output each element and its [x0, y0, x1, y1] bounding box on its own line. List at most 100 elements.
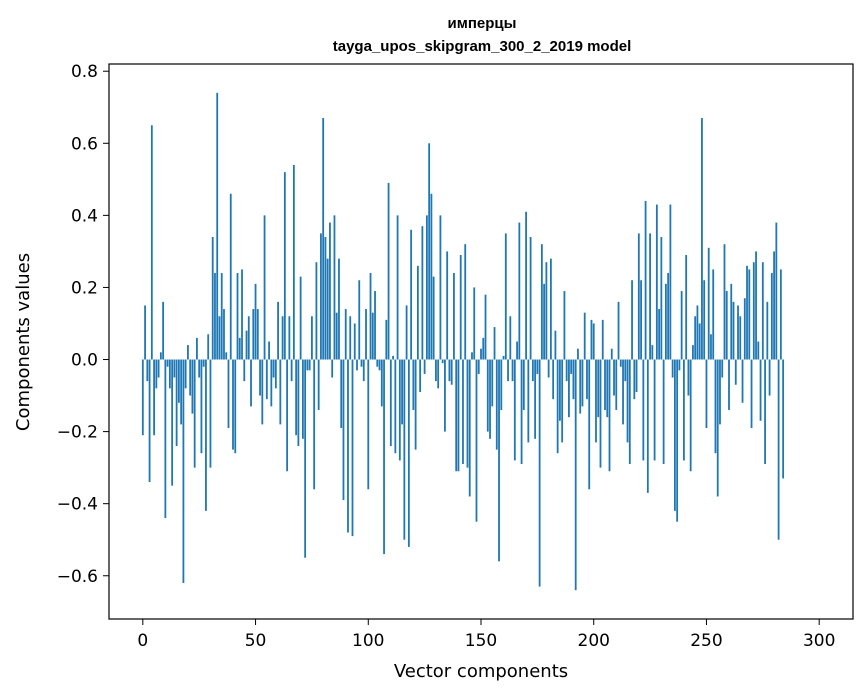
bar — [205, 359, 207, 511]
bar — [450, 359, 453, 385]
bar — [660, 236, 663, 360]
bar — [477, 359, 480, 374]
bar — [500, 359, 503, 410]
bar — [773, 251, 775, 360]
bar — [667, 273, 670, 360]
bar — [223, 309, 225, 360]
bar — [777, 359, 780, 540]
bar — [779, 269, 782, 360]
bar — [365, 309, 367, 360]
bar — [245, 330, 248, 360]
bar — [265, 359, 268, 400]
bar — [389, 359, 392, 447]
y-tick-label: 0.0 — [71, 351, 98, 371]
bar — [604, 359, 606, 410]
bar — [712, 269, 715, 360]
bar — [159, 352, 162, 360]
bar — [601, 319, 604, 360]
bar — [301, 359, 304, 439]
bar — [295, 359, 298, 436]
bar — [225, 352, 228, 360]
bar — [518, 222, 521, 360]
bar — [637, 233, 640, 360]
bar — [148, 359, 151, 483]
bar — [283, 172, 286, 360]
bar — [482, 337, 485, 360]
bar — [189, 359, 192, 396]
bar — [299, 276, 302, 360]
chart-title-line2: tayga_upos_skipgram_300_2_2019 model — [333, 38, 632, 55]
bar — [403, 359, 406, 540]
bar — [166, 359, 169, 367]
bar — [633, 359, 636, 400]
bar — [536, 359, 539, 374]
bar — [182, 359, 185, 583]
bar — [317, 359, 320, 410]
bar — [241, 269, 243, 360]
bar — [513, 359, 516, 461]
bar — [692, 345, 694, 360]
bar — [743, 298, 746, 360]
bar — [525, 211, 527, 360]
bar — [673, 359, 676, 511]
bar — [297, 359, 300, 447]
bar — [392, 355, 394, 360]
bar — [338, 258, 340, 360]
bar — [344, 309, 347, 360]
bar — [516, 341, 518, 360]
bar — [624, 359, 627, 382]
bar — [247, 316, 250, 360]
bar — [207, 334, 210, 360]
x-tick-label: 300 — [803, 631, 835, 651]
bar — [290, 359, 293, 382]
bar — [387, 182, 390, 360]
bar — [689, 359, 692, 472]
y-tick-label: −0.6 — [57, 567, 98, 587]
bar — [435, 359, 437, 382]
bar — [227, 359, 230, 428]
bar — [565, 359, 568, 382]
bar — [360, 359, 363, 367]
bar — [211, 236, 214, 360]
bar — [396, 215, 399, 360]
bar — [202, 359, 205, 367]
bar — [522, 359, 525, 410]
x-tick-label: 100 — [352, 631, 384, 651]
bar — [378, 359, 381, 371]
bar — [398, 359, 401, 461]
bar — [671, 359, 674, 378]
bar — [678, 359, 681, 371]
bar — [196, 337, 198, 360]
bar — [340, 359, 343, 428]
bar — [655, 204, 658, 360]
bar — [766, 301, 769, 360]
bar — [261, 359, 264, 425]
bar — [277, 301, 279, 360]
bar — [581, 359, 584, 407]
y-axis-label: Components values — [13, 253, 34, 431]
bar — [651, 345, 654, 360]
bar — [157, 359, 160, 378]
y-tick-label: −0.4 — [57, 495, 98, 515]
bar — [543, 283, 546, 360]
bar — [441, 359, 444, 364]
bar — [473, 287, 476, 360]
bar — [281, 316, 284, 360]
bar — [220, 273, 223, 360]
bar — [538, 359, 541, 587]
bar — [430, 193, 433, 360]
bar — [782, 359, 785, 479]
bar — [703, 280, 706, 360]
bar — [187, 345, 189, 360]
bar — [669, 204, 672, 360]
bar — [687, 359, 690, 396]
bar — [486, 359, 489, 432]
bar — [279, 359, 282, 425]
bar — [457, 359, 460, 472]
bar — [218, 316, 221, 360]
bar — [335, 312, 338, 360]
bar — [579, 359, 582, 414]
bar — [590, 319, 593, 360]
bar — [412, 359, 415, 410]
